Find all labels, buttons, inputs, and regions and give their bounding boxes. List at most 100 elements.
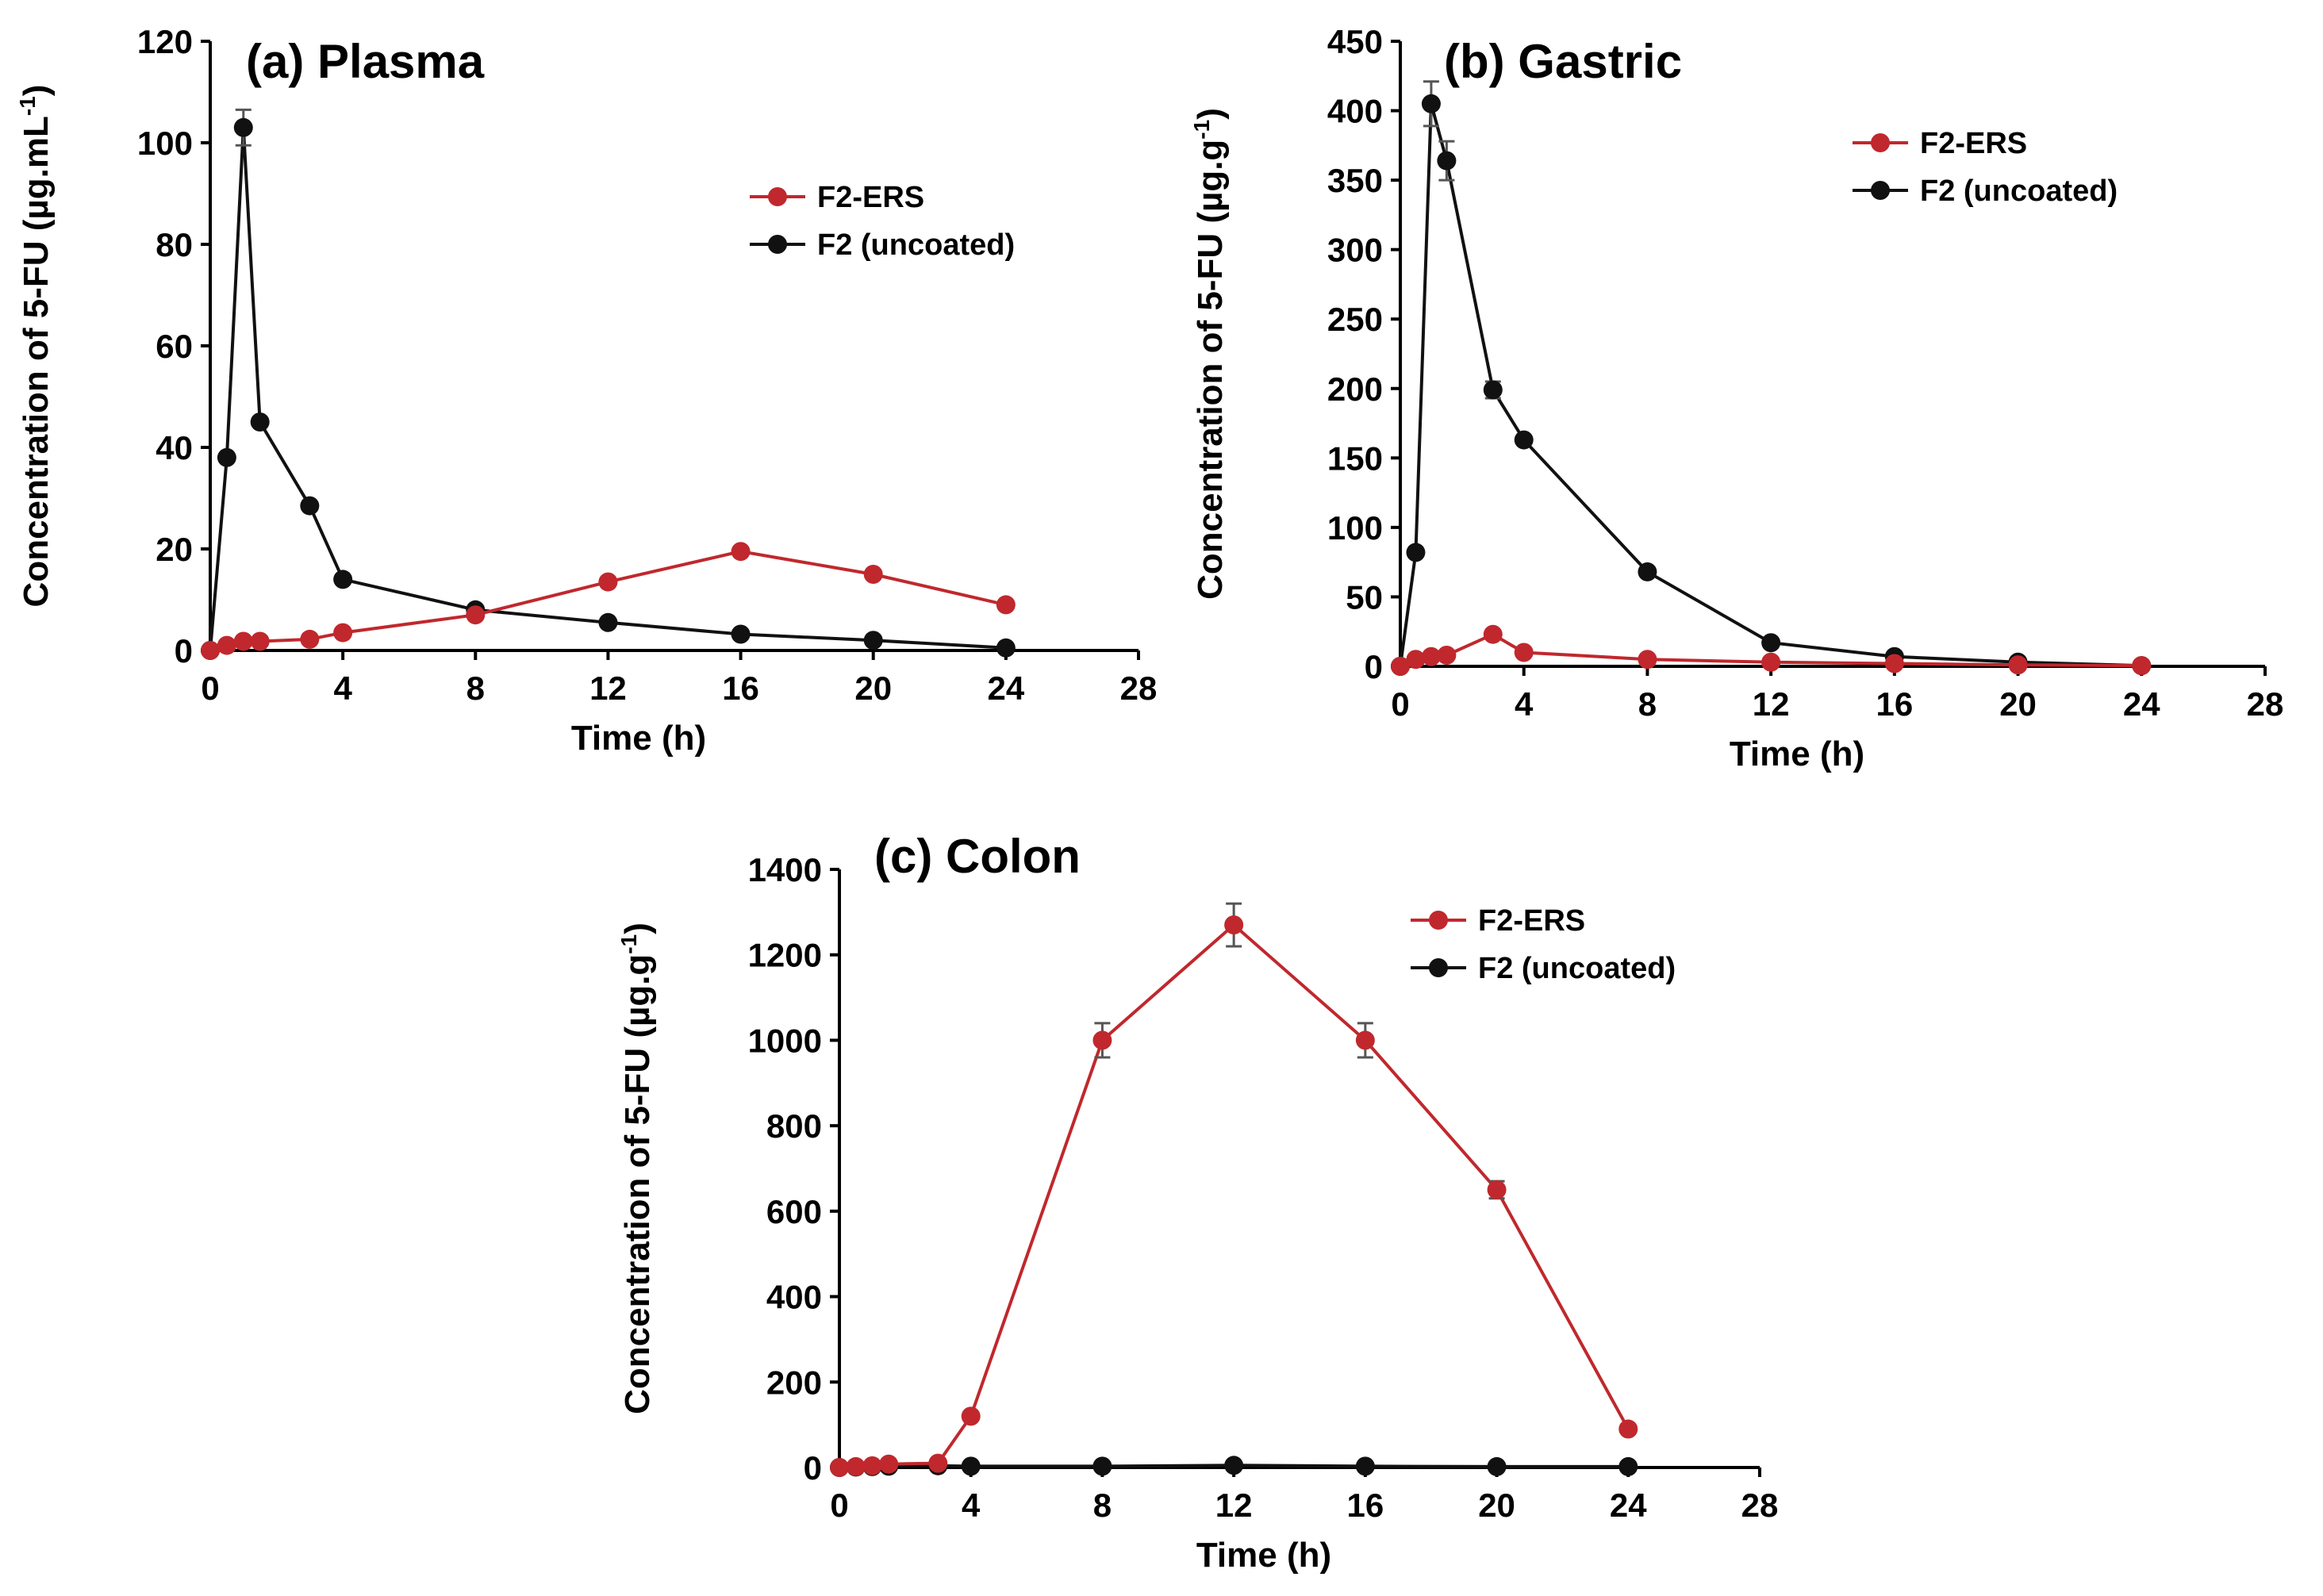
data-point-f2-ers xyxy=(1884,654,1904,673)
x-tick-label: 0 xyxy=(201,669,219,707)
y-tick-label: 60 xyxy=(156,328,193,365)
x-tick-label: 20 xyxy=(1999,685,2037,723)
data-point-f2-uncoated xyxy=(1092,1456,1112,1476)
data-point-f2-uncoated xyxy=(1483,380,1503,400)
data-point-f2-uncoated xyxy=(250,412,270,432)
y-tick-label: 250 xyxy=(1327,301,1383,338)
x-tick-label: 28 xyxy=(1741,1487,1779,1524)
data-point-f2-ers xyxy=(1092,1030,1112,1050)
chart-title: (c) Colon xyxy=(874,830,1081,883)
data-point-f2-uncoated xyxy=(1355,1456,1375,1476)
x-axis-label: Time (h) xyxy=(571,719,706,758)
x-tick-label: 24 xyxy=(987,669,1024,707)
data-point-f2-ers xyxy=(1355,1030,1375,1050)
legend-label: F2 (uncoated) xyxy=(1920,175,2118,208)
legend-label: F2-ERS xyxy=(817,181,924,214)
data-point-f2-ers xyxy=(830,1458,849,1477)
y-tick-label: 800 xyxy=(766,1107,822,1145)
y-tick-label: 400 xyxy=(1327,93,1383,130)
data-point-f2-uncoated xyxy=(1224,1456,1244,1475)
data-point-f2-ers xyxy=(333,623,353,643)
x-tick-label: 24 xyxy=(2123,685,2160,723)
y-tick-label: 200 xyxy=(766,1364,822,1401)
y-tick-label: 300 xyxy=(1327,232,1383,269)
y-tick-label: 350 xyxy=(1327,162,1383,199)
data-point-f2-ers xyxy=(233,631,253,651)
data-point-f2-ers xyxy=(1406,650,1426,669)
x-tick-label: 8 xyxy=(467,669,485,707)
legend-marker xyxy=(768,235,787,254)
y-axis-label-end: ) xyxy=(618,923,657,934)
y-tick-label: 80 xyxy=(156,226,193,263)
x-tick-label: 8 xyxy=(1638,685,1657,723)
data-point-f2-uncoated xyxy=(731,624,751,644)
data-point-f2-ers xyxy=(996,595,1016,615)
x-tick-label: 16 xyxy=(1346,1487,1384,1524)
x-tick-label: 20 xyxy=(854,669,892,707)
x-tick-label: 28 xyxy=(1120,669,1158,707)
data-point-f2-uncoated xyxy=(217,447,236,467)
colon-chart: 0 4 8 12 16 20 24 28 0 200 400 600 800 1000 1200 1400 (c… xyxy=(616,830,1778,1575)
data-point-f2-uncoated xyxy=(598,612,618,632)
data-point-f2-ers xyxy=(862,1456,882,1475)
chart-title: (b) Gastric xyxy=(1444,35,1682,88)
x-tick-label: 0 xyxy=(830,1487,848,1524)
data-point-f2-uncoated xyxy=(996,638,1016,658)
x-tick-label: 16 xyxy=(1876,685,1913,723)
legend-marker xyxy=(1429,958,1448,977)
x-tick-label: 8 xyxy=(1093,1487,1112,1524)
y-tick-label: 40 xyxy=(156,429,193,466)
x-tick-label: 12 xyxy=(1215,1487,1253,1524)
y-tick-label: 120 xyxy=(137,23,193,60)
x-tick-label: 28 xyxy=(2247,685,2284,723)
x-axis-label: Time (h) xyxy=(1730,735,1864,773)
data-point-f2-ers xyxy=(2132,656,2152,676)
data-point-f2-ers xyxy=(1391,657,1410,676)
y-axis-label: Concentration of 5-FU (µg.g-1) xyxy=(616,923,657,1414)
y-tick-label: 150 xyxy=(1327,439,1383,477)
data-point-f2-uncoated xyxy=(333,570,353,589)
y-tick-label: 200 xyxy=(1327,370,1383,408)
y-tick-label: 20 xyxy=(156,531,193,568)
y-tick-label: 1000 xyxy=(748,1022,822,1059)
data-point-f2-uncoated xyxy=(1406,543,1426,562)
data-point-f2-ers xyxy=(846,1456,866,1476)
y-tick-label: 400 xyxy=(766,1279,822,1316)
data-point-f2-ers xyxy=(1514,643,1534,662)
data-point-f2-ers xyxy=(2008,655,2028,675)
data-point-f2-uncoated xyxy=(961,1456,981,1476)
legend-marker xyxy=(1871,181,1890,200)
data-point-f2-ers xyxy=(1224,915,1244,935)
data-point-f2-ers xyxy=(1483,624,1503,644)
y-tick-label: 1400 xyxy=(748,851,822,888)
data-point-f2-uncoated xyxy=(1761,633,1781,653)
y-tick-label: 600 xyxy=(766,1193,822,1230)
data-point-f2-ers xyxy=(250,631,270,651)
y-axis-label: Concentration of 5-FU (µg.mL-1) xyxy=(15,85,56,608)
legend-marker xyxy=(1871,133,1890,152)
legend-label: F2-ERS xyxy=(1478,904,1585,938)
y-axis-label-sup: -1 xyxy=(616,934,641,954)
data-point-f2-ers xyxy=(1437,645,1457,665)
data-point-f2-ers xyxy=(879,1454,899,1474)
data-point-f2-uncoated xyxy=(233,117,253,137)
y-tick-label: 1200 xyxy=(748,937,822,974)
legend-label: F2 (uncoated) xyxy=(1478,952,1676,985)
y-axis-label-end: ) xyxy=(1191,108,1230,120)
y-tick-label: 0 xyxy=(1365,648,1383,685)
data-point-f2-ers xyxy=(863,565,883,584)
data-point-f2-ers xyxy=(1618,1419,1638,1439)
y-axis-label-main: Concentration of 5-FU (µg.mL xyxy=(17,116,56,607)
y-tick-label: 0 xyxy=(175,632,193,669)
series-line-f2-ers xyxy=(209,550,1007,652)
data-point-f2-ers xyxy=(731,542,751,562)
y-axis-label: Concentration of 5-FU (µg.g-1) xyxy=(1189,108,1230,600)
x-tick-label: 12 xyxy=(1753,685,1790,723)
plasma-chart: 0 4 8 12 16 20 24 28 0 20 40 60 80 100 120 (a) Plasma Ti… xyxy=(15,23,1157,758)
y-tick-label: 0 xyxy=(804,1449,822,1487)
x-axis-label: Time (h) xyxy=(1196,1536,1331,1575)
data-point-f2-uncoated xyxy=(1638,562,1657,581)
data-point-f2-ers xyxy=(598,572,618,592)
data-point-f2-ers xyxy=(300,629,320,649)
